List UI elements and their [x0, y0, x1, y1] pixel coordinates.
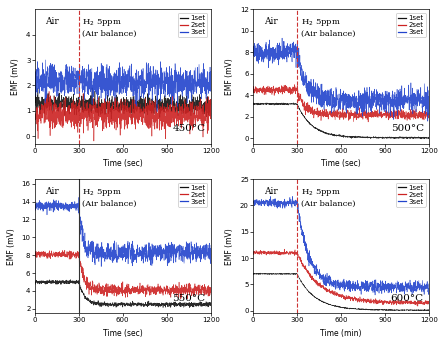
Text: H$_2$ 5ppm
(Air balance): H$_2$ 5ppm (Air balance)	[300, 18, 355, 38]
X-axis label: Time (sec): Time (sec)	[103, 329, 142, 338]
Y-axis label: EMF (mV): EMF (mV)	[7, 228, 16, 265]
Legend: 1set, 2set, 3set: 1set, 2set, 3set	[396, 13, 426, 37]
Text: H$_2$ 5ppm
(Air balance): H$_2$ 5ppm (Air balance)	[300, 187, 355, 207]
Legend: 1set, 2set, 3set: 1set, 2set, 3set	[178, 13, 207, 37]
Y-axis label: EMF (mV): EMF (mV)	[12, 58, 20, 95]
Legend: 1set, 2set, 3set: 1set, 2set, 3set	[178, 183, 207, 207]
Text: 450°C: 450°C	[172, 124, 206, 133]
X-axis label: Time (sec): Time (sec)	[103, 159, 142, 168]
Text: H$_2$ 5ppm
(Air balance): H$_2$ 5ppm (Air balance)	[82, 18, 137, 38]
Legend: 1set, 2set, 3set: 1set, 2set, 3set	[396, 183, 426, 207]
Y-axis label: EMF (mV): EMF (mV)	[225, 228, 234, 265]
Text: 500°C: 500°C	[391, 124, 424, 133]
Text: H$_2$ 5ppm
(Air balance): H$_2$ 5ppm (Air balance)	[82, 187, 137, 207]
Text: 550°C: 550°C	[172, 294, 206, 303]
Text: Air: Air	[263, 187, 277, 196]
X-axis label: Time (sec): Time (sec)	[321, 159, 361, 168]
Text: Air: Air	[263, 18, 277, 27]
Text: Air: Air	[45, 187, 59, 196]
Text: 600°C: 600°C	[391, 294, 424, 303]
Y-axis label: EMF (mV): EMF (mV)	[225, 58, 234, 95]
Text: Air: Air	[45, 18, 59, 27]
X-axis label: Time (min): Time (min)	[320, 329, 362, 338]
